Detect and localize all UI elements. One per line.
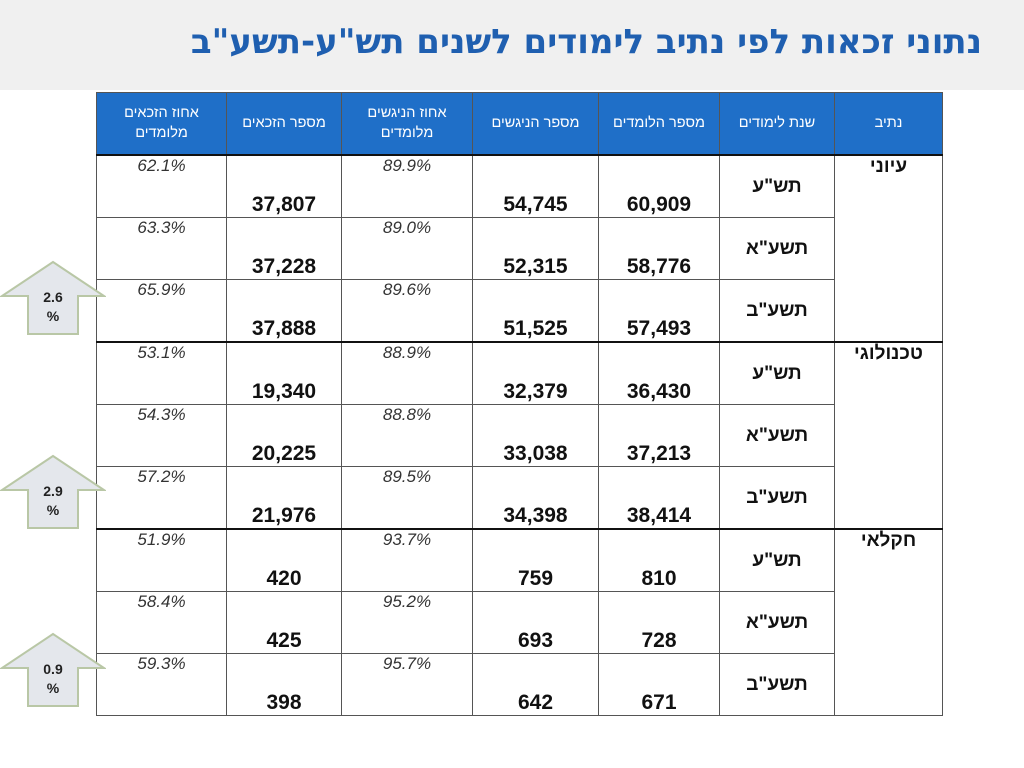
examinees-pct-cell: 95.2% — [341, 591, 473, 654]
eligible-cell: 20,225 — [226, 404, 342, 467]
eligible-cell: 420 — [226, 528, 342, 592]
students-cell: 58,776 — [598, 217, 720, 280]
table-row: טכנולוגי תש"ע 36,430 32,379 88.9% 19,340… — [96, 341, 943, 530]
up-arrow-icon — [0, 260, 106, 335]
change-arrow-3: 0.9 % — [0, 632, 106, 708]
change-arrow-1: 2.6 % — [0, 260, 106, 336]
examinees-pct-cell: 89.9% — [341, 154, 473, 218]
year-cell: תש"ע — [719, 528, 835, 592]
students-cell: 37,213 — [598, 404, 720, 467]
examinees-cell: 759 — [472, 528, 599, 592]
examinees-cell: 51,525 — [472, 279, 599, 343]
change-unit: % — [46, 308, 60, 324]
eligible-cell: 398 — [226, 653, 342, 716]
examinees-cell: 693 — [472, 591, 599, 654]
eligible-cell: 37,888 — [226, 279, 342, 343]
eligible-pct-cell: 59.3% — [96, 653, 227, 716]
table-row: תשע"ב 671 642 95.7% 398 59.3% — [96, 653, 943, 716]
students-cell: 728 — [598, 591, 720, 654]
examinees-pct-cell: 89.6% — [341, 279, 473, 343]
eligible-pct-cell: 63.3% — [96, 217, 227, 280]
eligible-cell: 21,976 — [226, 466, 342, 530]
table-row: תשע"א 728 693 95.2% 425 58.4% — [96, 591, 943, 654]
track-label: טכנולוגי — [834, 341, 943, 530]
year-cell: תש"ע — [719, 154, 835, 218]
students-cell: 671 — [598, 653, 720, 716]
eligible-pct-cell: 51.9% — [96, 528, 227, 592]
eligible-cell: 37,228 — [226, 217, 342, 280]
examinees-pct-cell: 89.5% — [341, 466, 473, 530]
eligible-pct-cell: 65.9% — [96, 279, 227, 343]
header-year: שנת לימודים — [719, 92, 835, 156]
eligible-cell: 37,807 — [226, 154, 342, 218]
header-track: נתיב — [834, 92, 943, 156]
header-examinees: מספר הניגשים — [472, 92, 599, 156]
examinees-cell: 52,315 — [472, 217, 599, 280]
students-cell: 810 — [598, 528, 720, 592]
header-eligible: מספר הזכאים — [226, 92, 342, 156]
examinees-pct-cell: 89.0% — [341, 217, 473, 280]
track-label: חקלאי — [834, 528, 943, 716]
eligible-pct-cell: 62.1% — [96, 154, 227, 218]
change-value: 0.9 — [43, 661, 63, 677]
change-arrow-2: 2.9 % — [0, 454, 106, 530]
examinees-cell: 32,379 — [472, 341, 599, 405]
eligible-pct-cell: 58.4% — [96, 591, 227, 654]
table-row: עיוני תש"ע 60,909 54,745 89.9% 37,807 62… — [96, 154, 943, 343]
eligible-cell: 425 — [226, 591, 342, 654]
header-eligible-pct: אחוז הזכאים מלומדים — [96, 92, 227, 156]
table-row: תשע"א 37,213 33,038 88.8% 20,225 54.3% — [96, 404, 943, 467]
up-arrow-icon — [0, 454, 106, 529]
eligible-pct-cell: 57.2% — [96, 466, 227, 530]
examinees-pct-cell: 88.9% — [341, 341, 473, 405]
students-cell: 38,414 — [598, 466, 720, 530]
eligible-pct-cell: 53.1% — [96, 341, 227, 405]
change-value: 2.6 — [43, 289, 63, 305]
students-cell: 36,430 — [598, 341, 720, 405]
eligible-pct-cell: 54.3% — [96, 404, 227, 467]
year-cell: תשע"א — [719, 591, 835, 654]
change-unit: % — [46, 502, 60, 518]
track-label: עיוני — [834, 154, 943, 343]
header-examinees-pct: אחוז הניגשים מלומדים — [341, 92, 473, 156]
table-row: תשע"ב 57,493 51,525 89.6% 37,888 65.9% — [96, 279, 943, 343]
students-cell: 60,909 — [598, 154, 720, 218]
title-bar — [0, 0, 1024, 90]
table-row: חקלאי תש"ע 810 759 93.7% 420 51.9% — [96, 528, 943, 716]
examinees-cell: 54,745 — [472, 154, 599, 218]
students-cell: 57,493 — [598, 279, 720, 343]
examinees-pct-cell: 88.8% — [341, 404, 473, 467]
year-cell: תשע"ב — [719, 653, 835, 716]
year-cell: תשע"ב — [719, 279, 835, 343]
header-row: נתיב שנת לימודים מספר הלומדים מספר הניגש… — [96, 92, 943, 156]
table-row: תשע"א 58,776 52,315 89.0% 37,228 63.3% — [96, 217, 943, 280]
eligibility-table: נתיב שנת לימודים מספר הלומדים מספר הניגש… — [96, 92, 943, 716]
examinees-pct-cell: 93.7% — [341, 528, 473, 592]
year-cell: תשע"א — [719, 217, 835, 280]
change-unit: % — [46, 680, 60, 696]
page-title: נתוני זכאות לפי נתיב לימודים לשנים תש"ע-… — [190, 22, 982, 62]
eligible-cell: 19,340 — [226, 341, 342, 405]
year-cell: תשע"א — [719, 404, 835, 467]
year-cell: תש"ע — [719, 341, 835, 405]
examinees-pct-cell: 95.7% — [341, 653, 473, 716]
change-value: 2.9 — [43, 483, 63, 499]
up-arrow-icon — [0, 632, 106, 707]
table-row: תשע"ב 38,414 34,398 89.5% 21,976 57.2% — [96, 466, 943, 530]
year-cell: תשע"ב — [719, 466, 835, 530]
examinees-cell: 34,398 — [472, 466, 599, 530]
examinees-cell: 642 — [472, 653, 599, 716]
header-students: מספר הלומדים — [598, 92, 720, 156]
examinees-cell: 33,038 — [472, 404, 599, 467]
